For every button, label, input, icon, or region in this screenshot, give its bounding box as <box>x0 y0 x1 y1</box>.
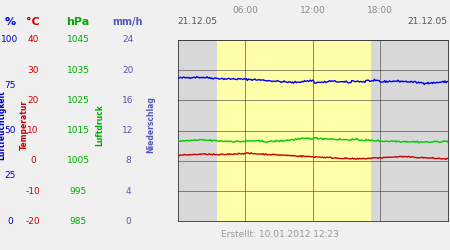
Text: 985: 985 <box>70 217 87 226</box>
Text: 30: 30 <box>27 66 39 75</box>
Text: 20: 20 <box>122 66 134 75</box>
Text: Luftdruck: Luftdruck <box>95 104 104 146</box>
Text: hPa: hPa <box>67 17 90 27</box>
Text: Niederschlag: Niederschlag <box>147 96 156 154</box>
Text: Luftfeuchtigkeit: Luftfeuchtigkeit <box>0 90 6 160</box>
Text: -10: -10 <box>26 186 40 196</box>
Text: -20: -20 <box>26 217 40 226</box>
Text: 25: 25 <box>4 172 15 180</box>
Text: 995: 995 <box>70 186 87 196</box>
Text: 06:00: 06:00 <box>232 6 258 15</box>
Bar <box>313 40 371 221</box>
Text: °C: °C <box>26 17 40 27</box>
Text: 1045: 1045 <box>67 36 90 44</box>
Text: 24: 24 <box>122 36 134 44</box>
Text: 18:00: 18:00 <box>367 6 393 15</box>
Text: 0: 0 <box>125 217 131 226</box>
Text: 75: 75 <box>4 81 16 90</box>
Text: Temperatur: Temperatur <box>19 100 28 150</box>
Bar <box>371 40 448 221</box>
Text: 1005: 1005 <box>67 156 90 165</box>
Text: 10: 10 <box>27 126 39 135</box>
Bar <box>178 40 217 221</box>
Text: 8: 8 <box>125 156 131 165</box>
Text: 16: 16 <box>122 96 134 105</box>
Text: 21.12.05: 21.12.05 <box>408 18 448 26</box>
Text: Erstellt: 10.01.2012 12:23: Erstellt: 10.01.2012 12:23 <box>221 230 339 239</box>
Text: %: % <box>4 17 15 27</box>
Text: 0: 0 <box>30 156 36 165</box>
Text: 1015: 1015 <box>67 126 90 135</box>
Text: 4: 4 <box>125 186 131 196</box>
Text: 21.12.05: 21.12.05 <box>178 18 218 26</box>
Text: 1035: 1035 <box>67 66 90 75</box>
Text: mm/h: mm/h <box>113 17 143 27</box>
Text: 1025: 1025 <box>67 96 90 105</box>
Text: 40: 40 <box>27 36 39 44</box>
Text: 20: 20 <box>27 96 39 105</box>
Bar <box>217 40 313 221</box>
Text: 50: 50 <box>4 126 16 135</box>
Text: 12: 12 <box>122 126 134 135</box>
Text: 0: 0 <box>7 217 13 226</box>
Text: 100: 100 <box>1 36 18 44</box>
Text: 12:00: 12:00 <box>300 6 326 15</box>
